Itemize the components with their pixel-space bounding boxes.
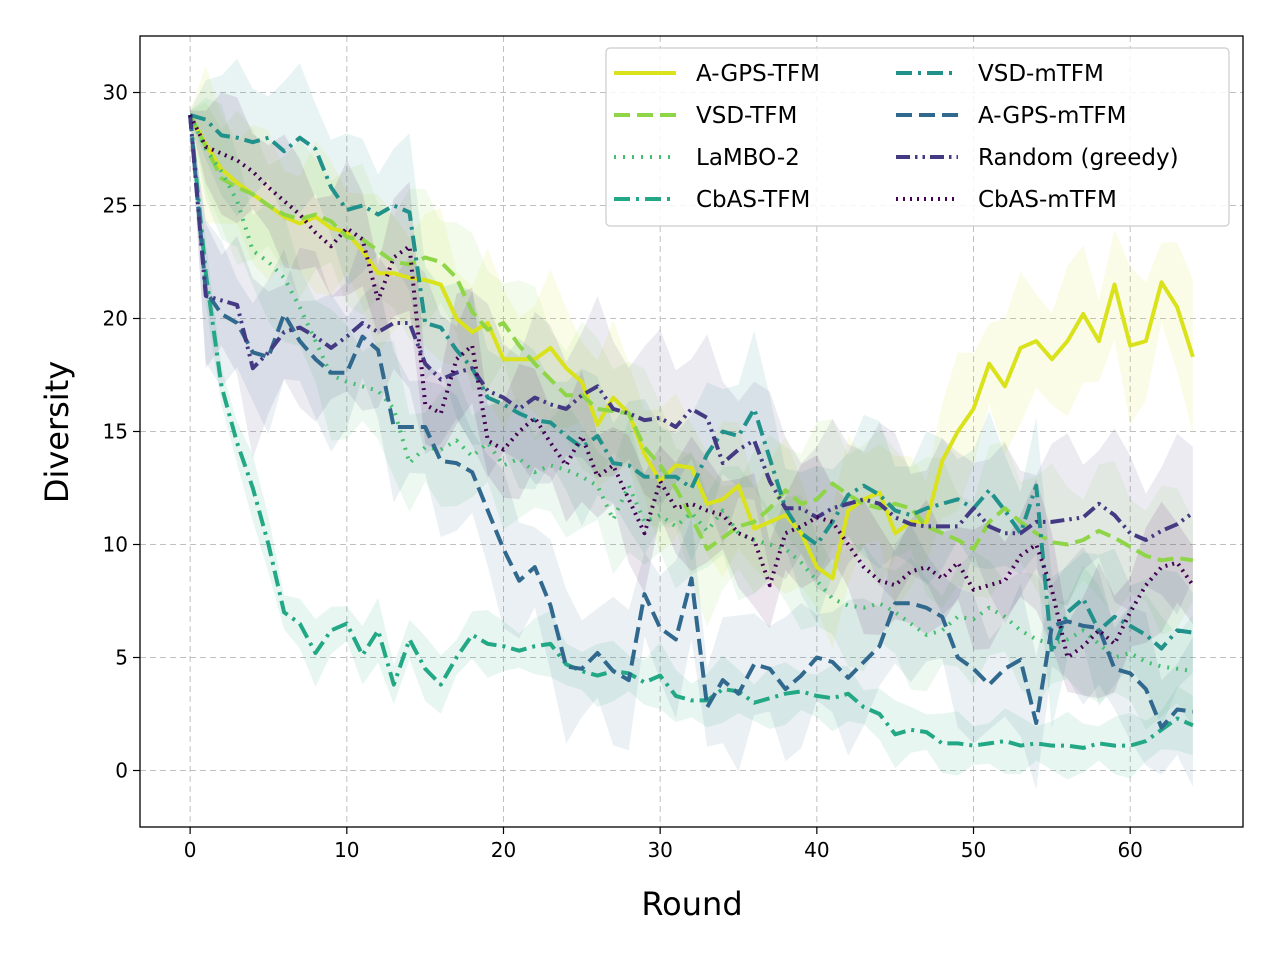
line-random-greedy: [188, 114, 1195, 542]
band-random-greedy: [190, 110, 1193, 624]
x-tick-label: 20: [491, 838, 516, 862]
legend-box: [605, 47, 1230, 227]
line-cbas-tfm: [188, 114, 1194, 750]
legend-label-cbas-tfm: CbAS-TFM: [696, 187, 810, 213]
legend-label-a-gps-tfm: A-GPS-TFM: [696, 61, 820, 87]
y-tick-label: 30: [103, 81, 128, 105]
y-tick-label: 15: [103, 420, 128, 444]
y-tick-label: 5: [115, 646, 128, 670]
x-tick-label: 50: [961, 838, 986, 862]
y-tick-label: 25: [103, 194, 128, 218]
legend-label-vsd-tfm: VSD-TFM: [696, 103, 797, 129]
y-tick-label: 10: [103, 533, 128, 557]
line-vsd-mtfm: [189, 113, 1194, 655]
legend-label-lambo-2: LaMBO-2: [696, 145, 800, 171]
band-vsd-mtfm: [190, 58, 1193, 729]
x-tick-label: 40: [804, 838, 829, 862]
legend-label-cbas-mtfm: CbAS-mTFM: [978, 187, 1117, 213]
x-tick-label: 60: [1117, 838, 1142, 862]
line-a-gps-mtfm: [188, 114, 1194, 730]
band-a-gps-tfm: [190, 65, 1193, 649]
y-tick-label: 0: [115, 759, 128, 783]
x-tick-label: 30: [647, 838, 672, 862]
line-lambo-2: [188, 114, 1194, 674]
legend-label-vsd-mtfm: VSD-mTFM: [978, 61, 1104, 87]
y-tick-label: 20: [103, 307, 128, 331]
x-tick-label: 0: [184, 838, 197, 862]
legend-label-a-gps-mtfm: A-GPS-mTFM: [978, 103, 1127, 129]
x-axis-label: Round: [641, 885, 742, 923]
legend-label-random-greedy: Random (greedy): [978, 145, 1179, 171]
x-tick-label: 10: [334, 838, 359, 862]
line-vsd-tfm: [188, 114, 1194, 563]
y-axis-label: Diversity: [38, 361, 76, 503]
band-vsd-tfm: [190, 102, 1193, 635]
series-lines: [188, 113, 1195, 750]
legend: A-GPS-TFM VSD-TFM LaMBO-2 CbAS-TFM VSD-mTFM A…: [605, 47, 1230, 227]
axis-ticks: 0 10 20 30 40 50 60 0 5 10 15 20 25 30: [103, 81, 1143, 863]
band-cbas-mtfm: [190, 92, 1193, 699]
line-a-gps-tfm: [188, 114, 1195, 581]
